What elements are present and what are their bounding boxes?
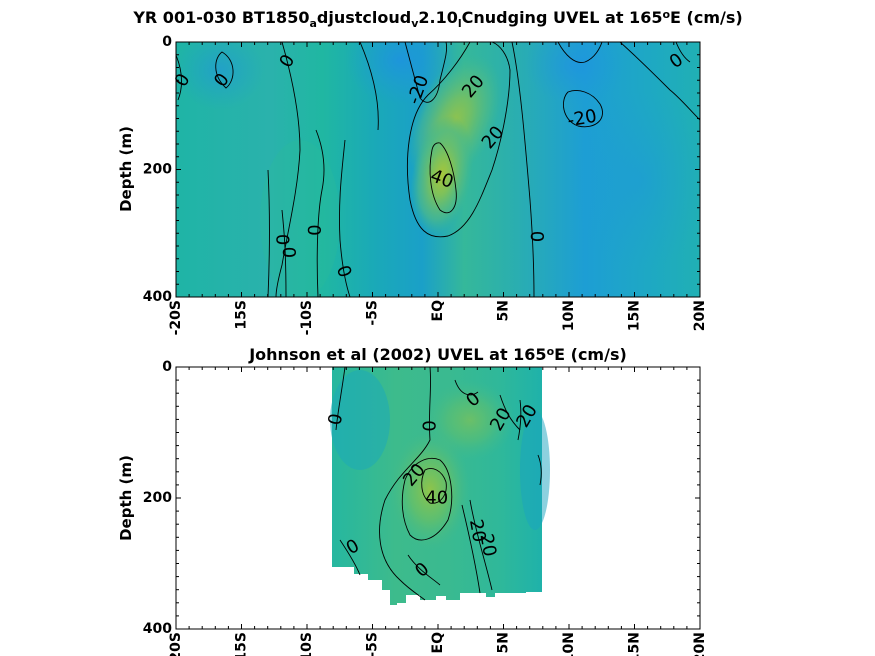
top-title-part: Cnudging UVEL at 165 [462,8,663,27]
bottom-x-tick-label: 5N [496,632,512,653]
top-contour-label: 0 [303,224,324,235]
top-title-part: djustcloud [317,8,411,27]
top-x-ticks: -20S 15S -10S -5S EQ 5N 10N 15N 20N [168,42,708,335]
bottom-x-tick-label: EQ [430,632,446,654]
top-x-tick-label: 10N [561,300,577,331]
top-y-axis-label: Depth (m) [117,126,135,212]
bottom-x-tick-label: -20S [168,632,184,656]
top-y-tick-label: 0 [162,34,172,50]
bottom-contour-label: 20 [475,532,500,558]
top-contour-label: -20 [566,106,599,132]
bottom-x-tick-label: 10N [561,632,577,656]
top-title-part: E (cm/s) [670,8,743,27]
bottom-contours [335,367,542,601]
top-contours [176,42,700,297]
top-title-part: a [309,17,316,30]
bottom-panel: Johnson et al (2002) UVEL at 165oE (cm/s… [117,345,708,656]
bottom-title-part: E (cm/s) [554,345,627,364]
top-x-tick-label: -5S [365,300,381,326]
top-x-tick-label: -10S [299,300,315,335]
bottom-contour-label: 20 [465,518,490,544]
top-contour-label: 0 [272,234,293,245]
top-x-tick-label: 15S [234,300,250,330]
bottom-x-tick-label: 20N [692,632,708,656]
top-title-part: o [662,8,670,21]
top-y-tick-label: 200 [143,162,172,178]
top-title-part: YR 001-030 BT1850 [132,8,309,27]
bottom-title-part: o [547,345,555,358]
bottom-x-tick-label: -15S [234,632,250,656]
bottom-x-tick-label: -5S [365,632,381,656]
top-x-tick-label: 20N [692,300,708,331]
bottom-x-tick-label: -10S [299,632,315,656]
top-contour-label: 0 [278,247,299,258]
bottom-y-axis-label: Depth (m) [117,455,135,541]
bottom-x-tick-label: 15N [627,632,643,656]
top-title-part: v [411,17,419,30]
bottom-y-tick-label: 200 [143,490,172,506]
bottom-contour-label: 40 [425,488,448,509]
top-x-tick-label: EQ [430,300,446,322]
top-title: YR 001-030 BT1850adjustcloudv2.10lCnudgi… [132,8,742,30]
top-x-tick-label: 15N [627,300,643,331]
bottom-title-part: Johnson et al (2002) UVEL at 165 [248,345,546,364]
top-title-part: l [458,17,462,30]
bottom-contour-label: 0 [324,412,347,427]
top-y-ticks: 0 200 400 [143,34,700,305]
top-x-tick-label: 5N [496,300,512,321]
top-field [176,42,700,297]
bottom-contour-label: 0 [420,420,441,431]
bottom-field [330,367,550,605]
bottom-x-ticks: -20S -15S -10S -5S EQ 5N 10N 15N 20N [168,367,708,656]
top-contour-label: 0 [526,231,547,242]
bottom-y-tick-label: 0 [162,359,172,375]
bottom-title: Johnson et al (2002) UVEL at 165oE (cm/s… [248,345,627,364]
top-title-part: 2.10 [418,8,457,27]
top-x-tick-label: -20S [168,300,184,335]
bottom-y-tick-label: 400 [143,621,172,637]
top-panel: YR 001-030 BT1850adjustcloudv2.10lCnudgi… [117,8,743,335]
top-y-tick-label: 400 [143,289,172,305]
